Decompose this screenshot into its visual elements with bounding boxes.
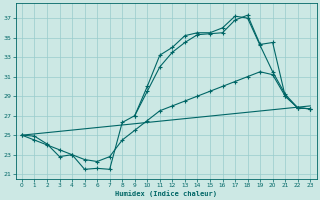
X-axis label: Humidex (Indice chaleur): Humidex (Indice chaleur) bbox=[115, 190, 217, 197]
